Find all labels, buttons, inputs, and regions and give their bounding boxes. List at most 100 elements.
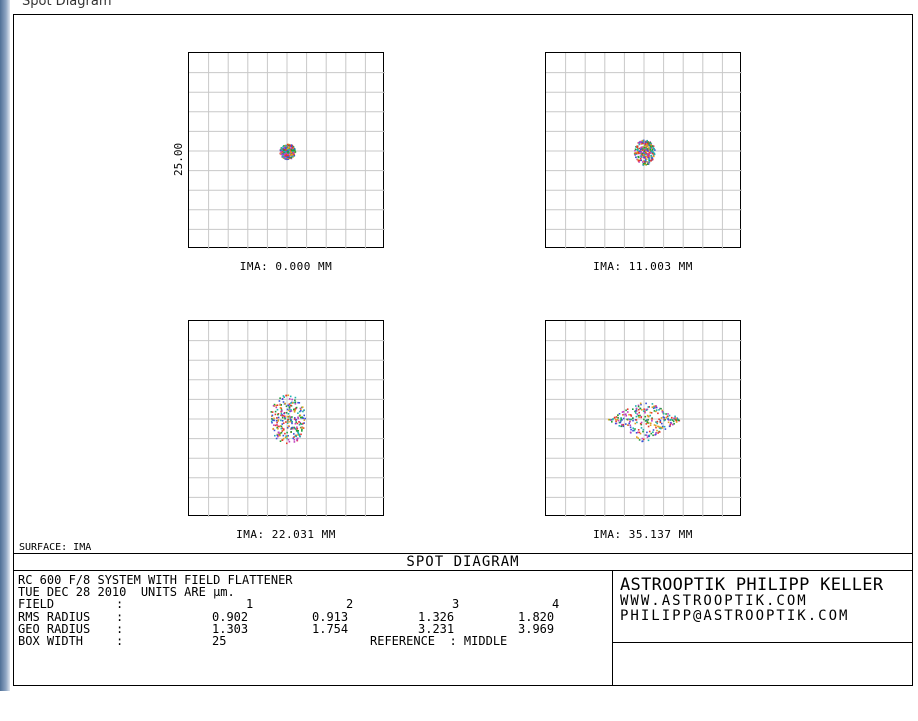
spot-point — [632, 429, 634, 432]
spot-point — [297, 432, 300, 434]
spot-point — [293, 436, 295, 438]
spot-point — [293, 409, 296, 412]
window-title-partial: Spot Diagram — [22, 0, 112, 9]
spot-point — [294, 418, 296, 420]
spot-point — [288, 148, 291, 150]
spot-point — [638, 141, 641, 144]
spot-point — [641, 409, 643, 411]
spot-point — [653, 147, 655, 150]
spot-point — [299, 416, 302, 419]
spot-point — [282, 395, 285, 397]
spot-point — [636, 151, 639, 153]
spot-point — [643, 161, 646, 163]
spot-point — [643, 150, 646, 152]
spot-point — [288, 408, 291, 410]
spot-point — [287, 147, 289, 150]
spot-point — [301, 416, 303, 418]
spot-point — [625, 413, 627, 415]
spot-point — [287, 150, 289, 153]
spot-point — [658, 427, 661, 429]
spot-point — [293, 433, 295, 435]
spot-point — [282, 422, 285, 424]
spot-point — [303, 419, 306, 421]
spot-point — [276, 423, 278, 426]
spot-point — [301, 428, 303, 431]
spot-point — [286, 426, 289, 429]
spot-point — [642, 410, 645, 412]
spot-point — [282, 157, 285, 159]
spot-point — [643, 418, 645, 421]
spot-point — [652, 146, 654, 149]
spot-point — [642, 162, 645, 165]
spot-point — [634, 422, 637, 425]
spot-point — [290, 431, 292, 433]
spot-point — [661, 409, 664, 412]
spot-point — [650, 154, 652, 157]
spot-point — [629, 426, 632, 429]
spot-point — [648, 435, 650, 437]
spot-point — [295, 435, 297, 438]
spot-point — [277, 435, 279, 438]
spot-point — [281, 410, 283, 412]
spot-point — [668, 425, 671, 428]
spot-point — [286, 156, 288, 159]
spot-point — [622, 423, 625, 426]
y-axis-label: 25.00 — [172, 142, 185, 176]
spot-point — [630, 414, 632, 416]
spot-point — [277, 431, 280, 434]
spot-point — [273, 429, 276, 432]
spot-point — [658, 425, 660, 428]
spot-point — [636, 158, 638, 161]
spot-point — [291, 154, 294, 156]
spot-point — [637, 408, 640, 411]
spot-point — [302, 410, 304, 413]
spot-point — [273, 424, 275, 426]
spot-point — [640, 151, 643, 153]
spot-point — [640, 159, 643, 162]
spot-point — [285, 405, 288, 407]
spot-point — [295, 406, 298, 409]
spot-point — [286, 158, 288, 161]
spot-point — [623, 413, 625, 416]
spot-point — [674, 417, 676, 419]
field-value-2: 2 — [346, 597, 354, 612]
spot-point — [646, 158, 648, 160]
spot-point — [288, 144, 290, 147]
spot-point — [284, 432, 286, 435]
geo-value-3: 3.231 — [418, 621, 455, 636]
spot-point — [658, 409, 660, 411]
spot-point — [281, 430, 284, 432]
spot-point — [648, 152, 651, 154]
spot-point — [640, 403, 642, 406]
spot-point — [648, 430, 651, 433]
spot-point — [639, 402, 642, 405]
spot-point — [282, 154, 285, 156]
spot-point — [280, 148, 283, 151]
spot-point — [282, 415, 284, 417]
spot-point — [634, 419, 637, 421]
spot-point — [653, 152, 656, 155]
spot-point — [647, 141, 649, 144]
spot-point — [640, 427, 643, 429]
spot-point — [611, 421, 613, 423]
spot-point — [635, 153, 637, 155]
spot-point — [632, 427, 634, 429]
spot-point — [660, 426, 662, 429]
spot-point — [648, 158, 651, 161]
company-block: ASTROOPTIK PHILIPP KELLER WWW.ASTROOPTIK… — [620, 576, 910, 624]
spot-point — [272, 427, 275, 430]
spot-point — [285, 394, 287, 397]
spot-point — [640, 148, 642, 151]
spot-point — [636, 413, 639, 415]
spot-box-field-4 — [545, 320, 742, 517]
spot-point — [622, 425, 625, 428]
spot-point — [642, 430, 644, 433]
spot-point — [293, 439, 296, 441]
spot-point — [646, 142, 649, 145]
spot-point — [638, 439, 641, 441]
spot-point — [295, 418, 298, 421]
spot-point — [282, 429, 285, 431]
spot-point — [645, 402, 647, 405]
colon: : — [116, 621, 124, 636]
spot-point — [645, 419, 648, 421]
